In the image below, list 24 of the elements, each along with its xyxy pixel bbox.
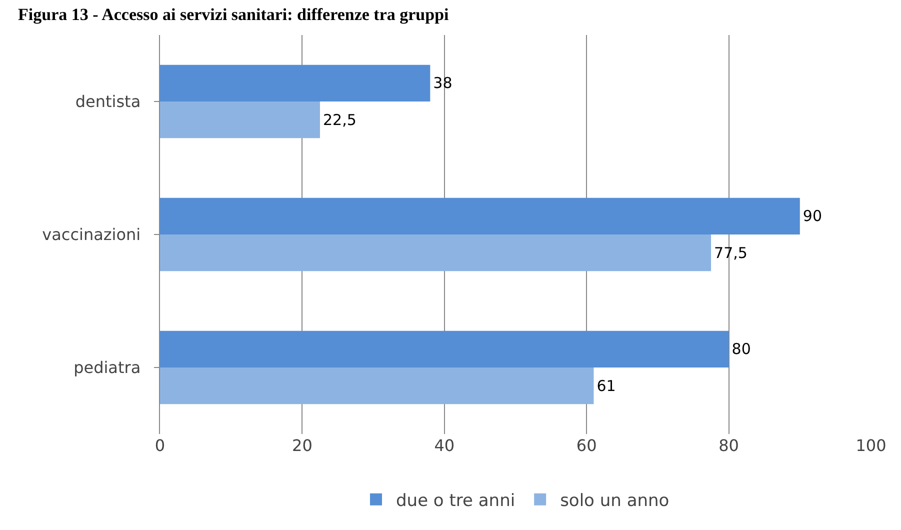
data-label: 90	[802, 207, 822, 226]
chart-title: Figura 13 - Accesso ai servizi sanitari: differenze tra gruppi	[18, 4, 450, 24]
x-tick-label: 80	[718, 436, 739, 455]
bar	[160, 330, 729, 368]
bar	[160, 198, 800, 234]
x-tick-label: 0	[154, 436, 166, 455]
bar	[160, 64, 430, 102]
x-tick-label: 40	[434, 436, 455, 455]
data-label: 77,5	[714, 244, 748, 262]
x-tick-label: 60	[576, 436, 597, 455]
y-tick-label: dentista	[75, 92, 151, 112]
bar	[160, 102, 320, 138]
data-label: 80	[732, 340, 751, 358]
x-tick-label: 20	[292, 436, 312, 455]
bar	[160, 368, 594, 404]
data-label: 61	[596, 376, 616, 395]
legend-label: due o tre anni	[396, 491, 516, 512]
y-tick-label: pediatra	[74, 358, 151, 378]
y-tick-label: vaccinazioni	[42, 225, 151, 244]
data-label: 22,5	[322, 110, 356, 129]
data-label: 38	[433, 74, 452, 92]
legend-label: solo un anno	[560, 491, 670, 512]
bar	[160, 234, 712, 272]
x-tick-label: 100	[856, 436, 886, 455]
